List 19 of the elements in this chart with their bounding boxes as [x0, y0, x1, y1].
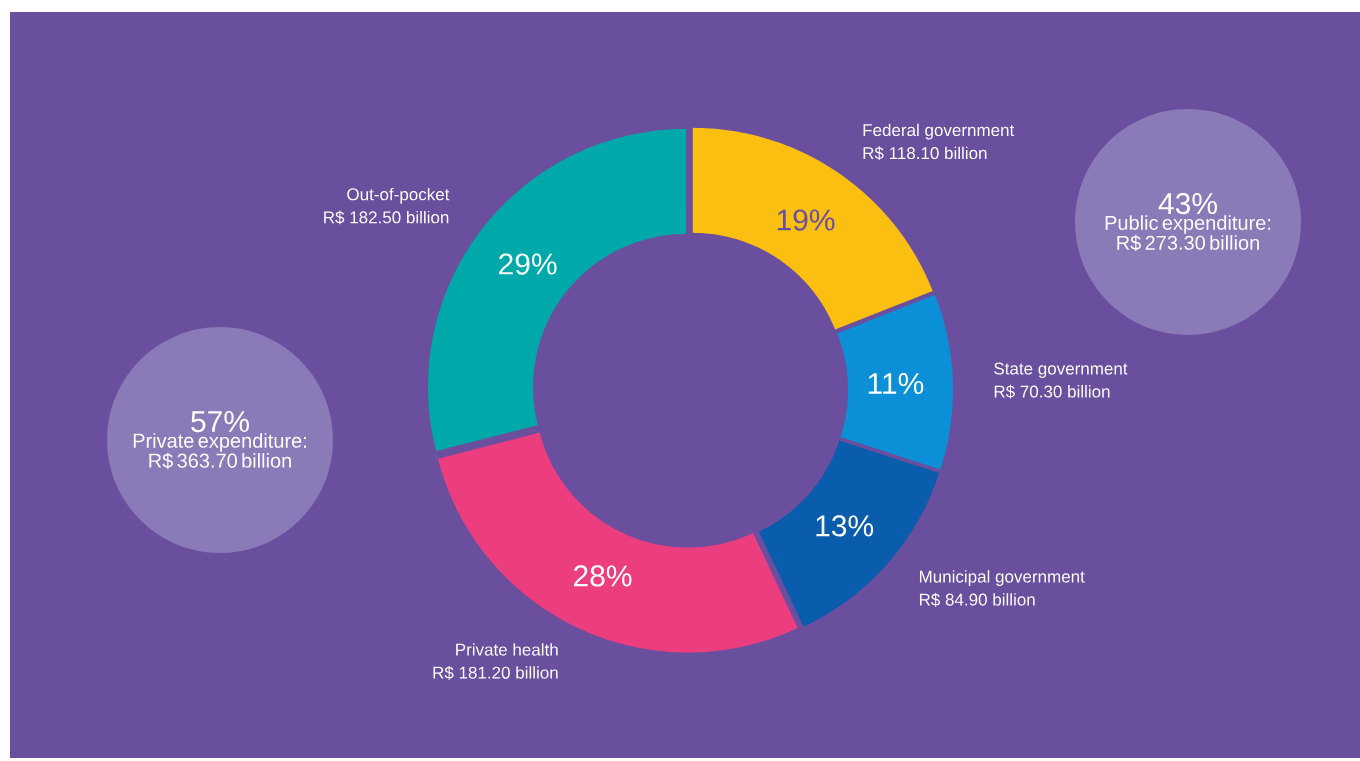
text: R$ 84.90 billion	[919, 592, 1035, 607]
slice-label: Private health	[456, 643, 558, 656]
text: 57%	[191, 411, 249, 433]
slice-label: State government	[994, 362, 1128, 378]
text: R$ 181.20 billion	[433, 665, 558, 680]
text: Public expenditure: R$ 273.30 billion	[1105, 215, 1271, 252]
text: R$ 70.30 billion	[994, 384, 1110, 399]
data-label: 13%	[816, 515, 874, 537]
text: R$ 182.50 billion	[324, 210, 449, 225]
slice-label: Municipal government	[919, 570, 1085, 586]
slice-label: Federal government	[863, 123, 1015, 140]
slice-label: Out-of-pocket	[347, 187, 450, 204]
data-label: 28%	[573, 565, 632, 587]
text: R$ 118.10 billion	[863, 146, 987, 161]
data-label: 19%	[777, 209, 835, 231]
text: 43%	[1158, 192, 1217, 215]
text: Private expenditure: R$ 363.70 billion	[133, 433, 306, 469]
data-label: 11%	[868, 373, 924, 395]
data-label: 29%	[499, 253, 557, 275]
